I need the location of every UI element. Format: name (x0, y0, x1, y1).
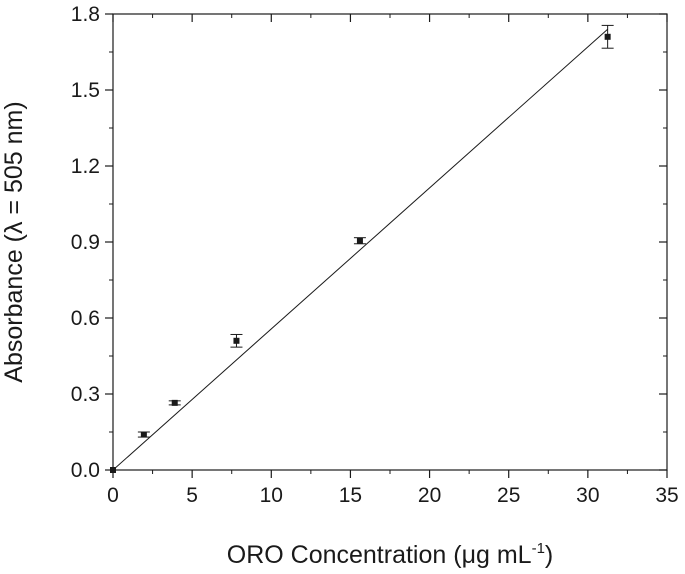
y-tick-label: 0.9 (71, 231, 100, 254)
y-tick-label: 1.8 (71, 3, 100, 26)
data-point (233, 337, 240, 344)
y-axis-title: Absorbance (λ = 505 nm) (0, 101, 28, 382)
data-point (356, 237, 363, 244)
data-point (140, 431, 147, 438)
x-tick-label: 35 (655, 484, 678, 507)
y-tick-label: 0.3 (71, 383, 100, 406)
fit-line (112, 28, 608, 471)
x-tick-label: 0 (107, 484, 119, 507)
y-tick-label: 0.6 (71, 307, 100, 330)
x-axis-title: ORO Concentration (μg mL-1) (227, 540, 554, 569)
y-tick-label: 0.0 (71, 459, 100, 482)
x-tick-label: 10 (260, 484, 283, 507)
data-point (171, 399, 178, 406)
fit-layer (112, 28, 608, 471)
y-tick-label: 1.5 (71, 79, 100, 102)
x-tick-label: 15 (339, 484, 362, 507)
plot-frame (112, 13, 668, 471)
x-tick-label: 20 (418, 484, 441, 507)
x-tick-label: 25 (497, 484, 520, 507)
y-tick-label: 1.2 (71, 155, 100, 178)
ticks-layer: 0 5 10 15 20 25 30 35 0.0 0.3 0.6 0.9 1.2 1.5 1.8 (71, 3, 679, 507)
data-point (604, 33, 611, 40)
x-tick-label: 30 (576, 484, 599, 507)
x-tick-label: 5 (186, 484, 198, 507)
